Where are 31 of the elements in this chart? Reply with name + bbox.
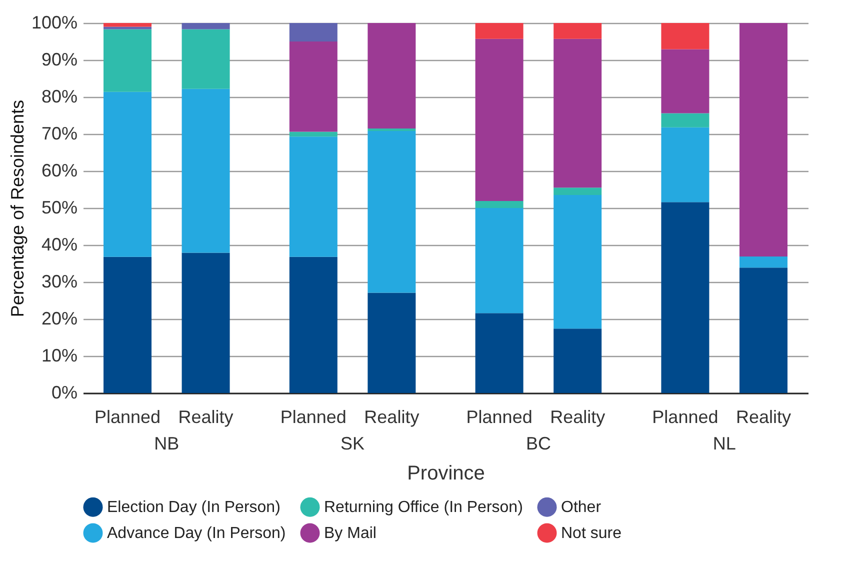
x-tick-label: Reality: [364, 407, 420, 427]
legend-label: Returning Office (In Person): [324, 499, 523, 516]
x-tick-label: Reality: [550, 407, 606, 427]
y-tick-label: 80%: [41, 86, 78, 106]
y-tick-label: 90%: [41, 50, 78, 70]
text: BC: [526, 434, 551, 454]
x-axis-title: Province: [407, 462, 485, 484]
legend-label: Other: [561, 499, 602, 516]
y-tick-label: 60%: [41, 160, 78, 180]
x-tick-label: Planned: [94, 407, 161, 427]
legend-label: Advance Day (In Person): [107, 525, 286, 542]
y-tick-label: 30%: [41, 272, 78, 292]
text: NB: [154, 434, 180, 454]
x-tick-label: Planned: [466, 407, 532, 427]
y-tick-label: 100%: [31, 12, 78, 32]
x-tick-label: Reality: [736, 407, 791, 427]
y-tick-label: 40%: [41, 234, 78, 254]
text: SK: [340, 434, 365, 454]
x-tick-label: Planned: [652, 407, 718, 427]
y-tick-label: 20%: [41, 308, 78, 328]
legend-label: Not sure: [561, 525, 622, 542]
y-tick-label: 50%: [41, 198, 78, 218]
x-tick-label: Planned: [280, 407, 346, 427]
y-tick-label: 70%: [41, 124, 78, 144]
legend-label: Election Day (In Person): [107, 499, 280, 516]
text: NL: [712, 434, 736, 454]
y-tick-label: 0%: [51, 382, 78, 402]
x-tick-label: Reality: [178, 407, 234, 427]
y-axis-title: Percentage of Resoindents: [7, 100, 28, 318]
legend-label: By Mail: [324, 525, 376, 542]
y-tick-label: 10%: [41, 346, 78, 366]
